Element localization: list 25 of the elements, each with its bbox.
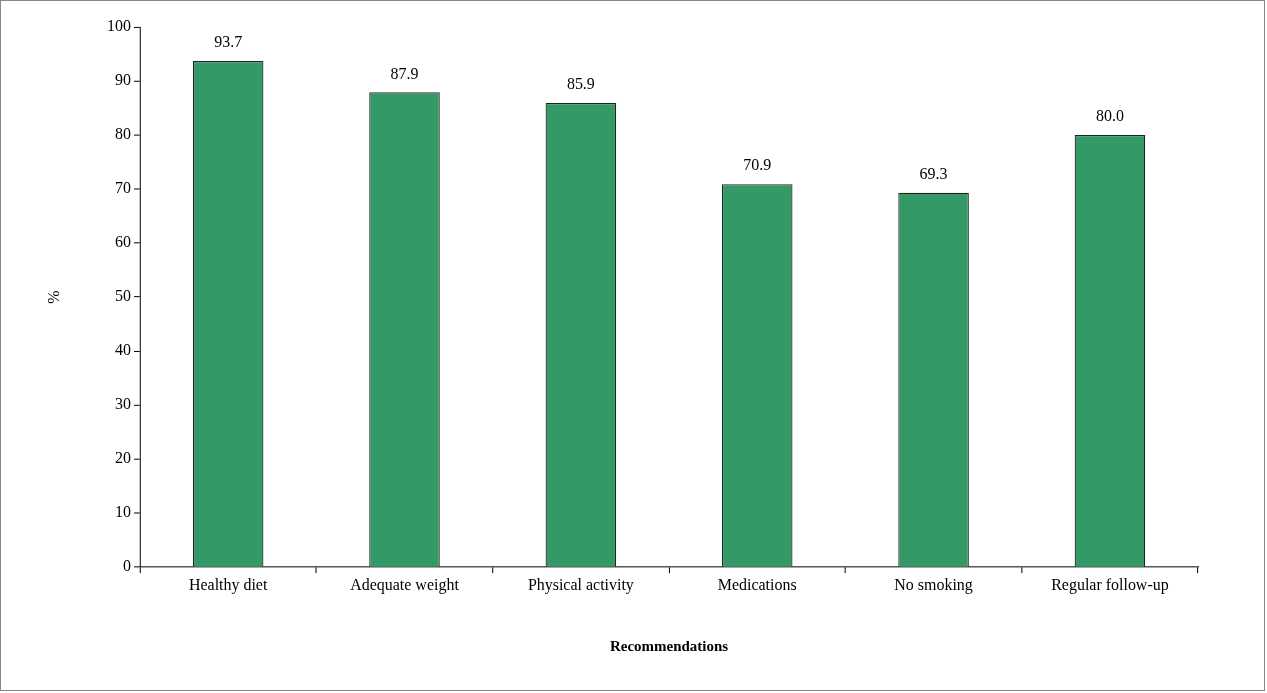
y-tick-label: 90 <box>115 71 132 89</box>
y-tick-label: 50 <box>115 287 132 305</box>
x-tick-label: No smoking <box>894 575 973 594</box>
data-label: 93.7 <box>214 33 243 51</box>
data-label: 69.3 <box>919 165 948 183</box>
x-tick-label: Medications <box>717 575 797 593</box>
y-tick-label: 10 <box>115 503 132 521</box>
data-label: 85.9 <box>566 75 595 93</box>
x-tick-label: Healthy diet <box>188 575 268 594</box>
y-tick-label: 0 <box>123 557 132 575</box>
y-tick-label: 80 <box>115 125 132 143</box>
y-tick-label: 40 <box>115 341 132 359</box>
data-label: 70.9 <box>743 156 772 174</box>
y-axis-title: % <box>44 290 62 304</box>
y-tick-label: 60 <box>115 233 132 251</box>
y-tick-label: 20 <box>115 449 132 467</box>
y-tick-label: 70 <box>115 179 132 197</box>
x-tick-label: Regular follow-up <box>1051 575 1169 594</box>
data-label: 87.9 <box>390 64 419 82</box>
x-tick-label: Adequate weight <box>350 575 460 594</box>
y-tick-label: 30 <box>115 395 132 413</box>
x-tick-label: Physical activity <box>527 575 634 594</box>
y-tick-label: 100 <box>107 17 132 35</box>
data-label: 80.0 <box>1095 107 1124 125</box>
x-axis-title: Recommendations <box>610 638 729 654</box>
